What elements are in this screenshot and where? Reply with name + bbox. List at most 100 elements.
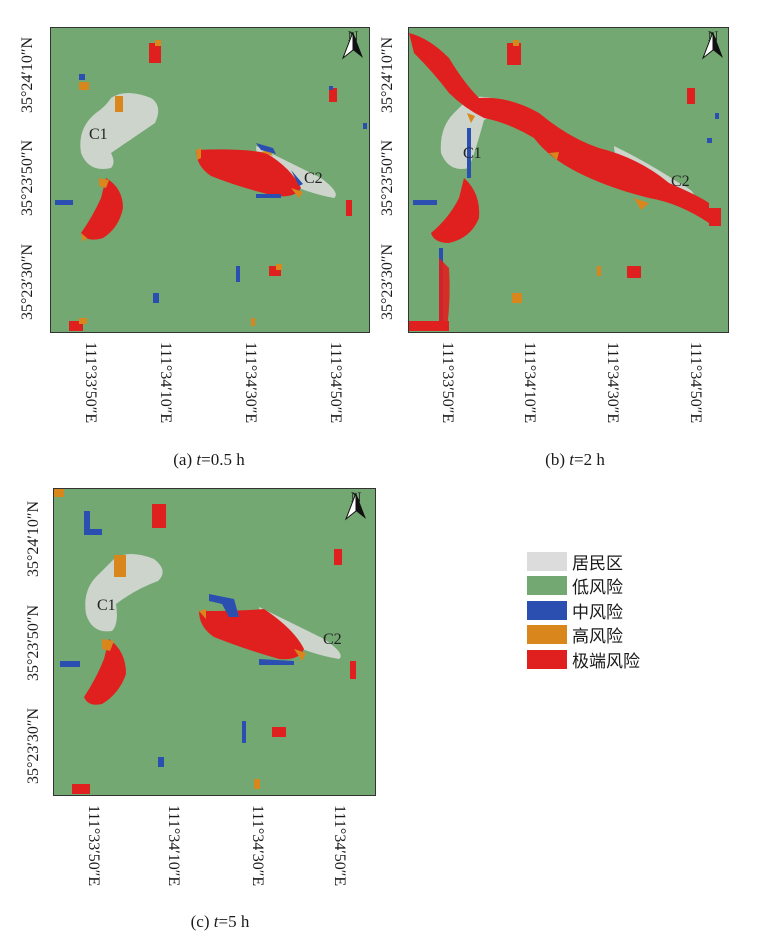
- x-tick-label: 111°34′50″E: [331, 805, 348, 887]
- north-arrow-icon: [701, 31, 723, 60]
- caption-var: t: [196, 450, 202, 469]
- legend-label: 居民区: [572, 553, 623, 574]
- high-risk-cell: [155, 40, 161, 46]
- x-tick-label: 111°34′30″E: [249, 805, 266, 887]
- extreme-risk-cell: [72, 784, 90, 794]
- legend-label: 低风险: [572, 578, 623, 599]
- x-tick-label: 111°34′30″E: [242, 342, 259, 424]
- extreme-risk-cell: [709, 208, 721, 226]
- medium-risk-cell: [242, 721, 246, 743]
- residential-zone-c1: [440, 96, 519, 169]
- legend-swatch: [527, 576, 567, 596]
- high-risk-cell: [513, 40, 519, 46]
- high-risk-cell: [276, 264, 282, 270]
- x-tick-label: 111°34′50″E: [327, 342, 344, 424]
- medium-risk-cell: [55, 200, 73, 205]
- caption-var: t: [569, 450, 574, 469]
- x-tick-label: 111°33′50″E: [82, 342, 99, 424]
- medium-risk-trail-edge: [439, 258, 450, 328]
- caption-a: (a) t=0.5 h: [150, 450, 268, 470]
- legend-item: 低风险: [527, 574, 640, 599]
- extreme-risk-cell: [334, 549, 342, 565]
- medium-risk-cell: [79, 74, 85, 80]
- north-arrow-icon: [341, 31, 363, 60]
- caption-b: (b) t=2 h: [525, 450, 625, 470]
- zone-label-c2: C2: [304, 170, 323, 187]
- caption-suffix: =0.5 h: [201, 450, 245, 469]
- medium-risk-edge: [209, 594, 294, 665]
- x-tick-label: 111°33′50″E: [85, 805, 102, 887]
- extreme-risk-patch: [196, 149, 301, 197]
- x-tick-label: 111°34′10″E: [165, 805, 182, 887]
- legend-item: 中风险: [527, 598, 640, 623]
- extreme-risk-cell: [350, 661, 356, 679]
- residential-zone-c1: [80, 93, 159, 169]
- extreme-risk-cell: [627, 266, 641, 278]
- legend-label: 高风险: [572, 627, 623, 648]
- extreme-risk-patch-west: [84, 639, 126, 705]
- high-risk-cell: [115, 96, 123, 112]
- extreme-risk-cell: [507, 43, 521, 65]
- extreme-risk-cell: [152, 504, 166, 528]
- medium-risk-cell: [60, 661, 80, 667]
- high-risk-cell: [512, 293, 522, 303]
- caption-suffix: =5 h: [218, 912, 250, 931]
- medium-risk-cell: [236, 266, 240, 282]
- north-arrow-b: N: [701, 30, 725, 60]
- extreme-risk-cell: [329, 88, 337, 102]
- risk-map-a: C1 C2 N: [50, 27, 370, 333]
- legend-label: 中风险: [572, 602, 623, 623]
- x-tick-label: 111°34′10″E: [157, 342, 174, 424]
- high-risk-cell: [251, 318, 255, 326]
- extreme-risk-cell: [409, 321, 449, 331]
- legend-item: 居民区: [527, 549, 640, 574]
- zone-label-c1: C1: [97, 597, 116, 614]
- high-risk-cell: [597, 266, 601, 276]
- legend-swatch: [527, 600, 567, 620]
- zone-label-c1: C1: [463, 145, 482, 162]
- legend-item: 极端风险: [527, 647, 640, 672]
- caption-prefix: (b): [545, 450, 570, 469]
- risk-map-c: C1 C2 N: [53, 488, 376, 796]
- high-risk-cell: [54, 489, 64, 497]
- caption-prefix: (c): [190, 912, 214, 931]
- caption-prefix: (a): [173, 450, 197, 469]
- y-tick-label: 35°24′10″N: [379, 36, 396, 113]
- x-tick-label: 111°33′50″E: [439, 342, 456, 424]
- caption-var: t: [213, 912, 219, 931]
- north-arrow-c: N: [344, 491, 368, 521]
- extreme-risk-band: [409, 33, 709, 223]
- legend-swatch: [527, 551, 567, 571]
- residential-zone-c2: [256, 146, 336, 198]
- high-risk-cell: [114, 555, 126, 577]
- map-legend: 居民区低风险中风险高风险 极端风险: [527, 549, 640, 672]
- legend-swatch: [527, 625, 567, 645]
- y-tick-label: 35°24′10″N: [25, 500, 42, 577]
- extreme-risk-patch-west: [81, 178, 123, 240]
- extreme-risk-patch: [199, 609, 304, 660]
- north-arrow-a: N: [341, 30, 365, 60]
- high-risk-edge-west: [102, 639, 114, 651]
- medium-risk-cell: [329, 86, 333, 90]
- medium-risk-cell: [413, 200, 437, 205]
- legend-item: 高风险: [527, 623, 640, 648]
- y-tick-label: 35°23′30″N: [379, 243, 396, 320]
- y-tick-label: 35°23′50″N: [379, 139, 396, 216]
- y-tick-label: 35°24′10″N: [19, 36, 36, 113]
- x-tick-label: 111°34′30″E: [604, 342, 621, 424]
- extreme-risk-cell: [69, 321, 83, 331]
- x-tick-label: 111°34′50″E: [687, 342, 704, 424]
- medium-risk-cell: [158, 757, 164, 767]
- x-tick-label: 111°34′10″E: [521, 342, 538, 424]
- y-tick-label: 35°23′30″N: [19, 243, 36, 320]
- medium-risk-cell: [363, 123, 367, 129]
- y-tick-label: 35°23′30″N: [25, 707, 42, 784]
- extreme-risk-cell: [346, 200, 352, 216]
- caption-c: (c) t=5 h: [165, 912, 275, 932]
- risk-map-b: C1 C2 N: [408, 27, 729, 333]
- medium-risk-cell: [90, 529, 102, 535]
- caption-suffix: =2 h: [573, 450, 605, 469]
- zone-label-c2: C2: [323, 631, 342, 648]
- risk-map-a-graphic: [55, 40, 367, 331]
- risk-map-c-graphic: [54, 489, 356, 794]
